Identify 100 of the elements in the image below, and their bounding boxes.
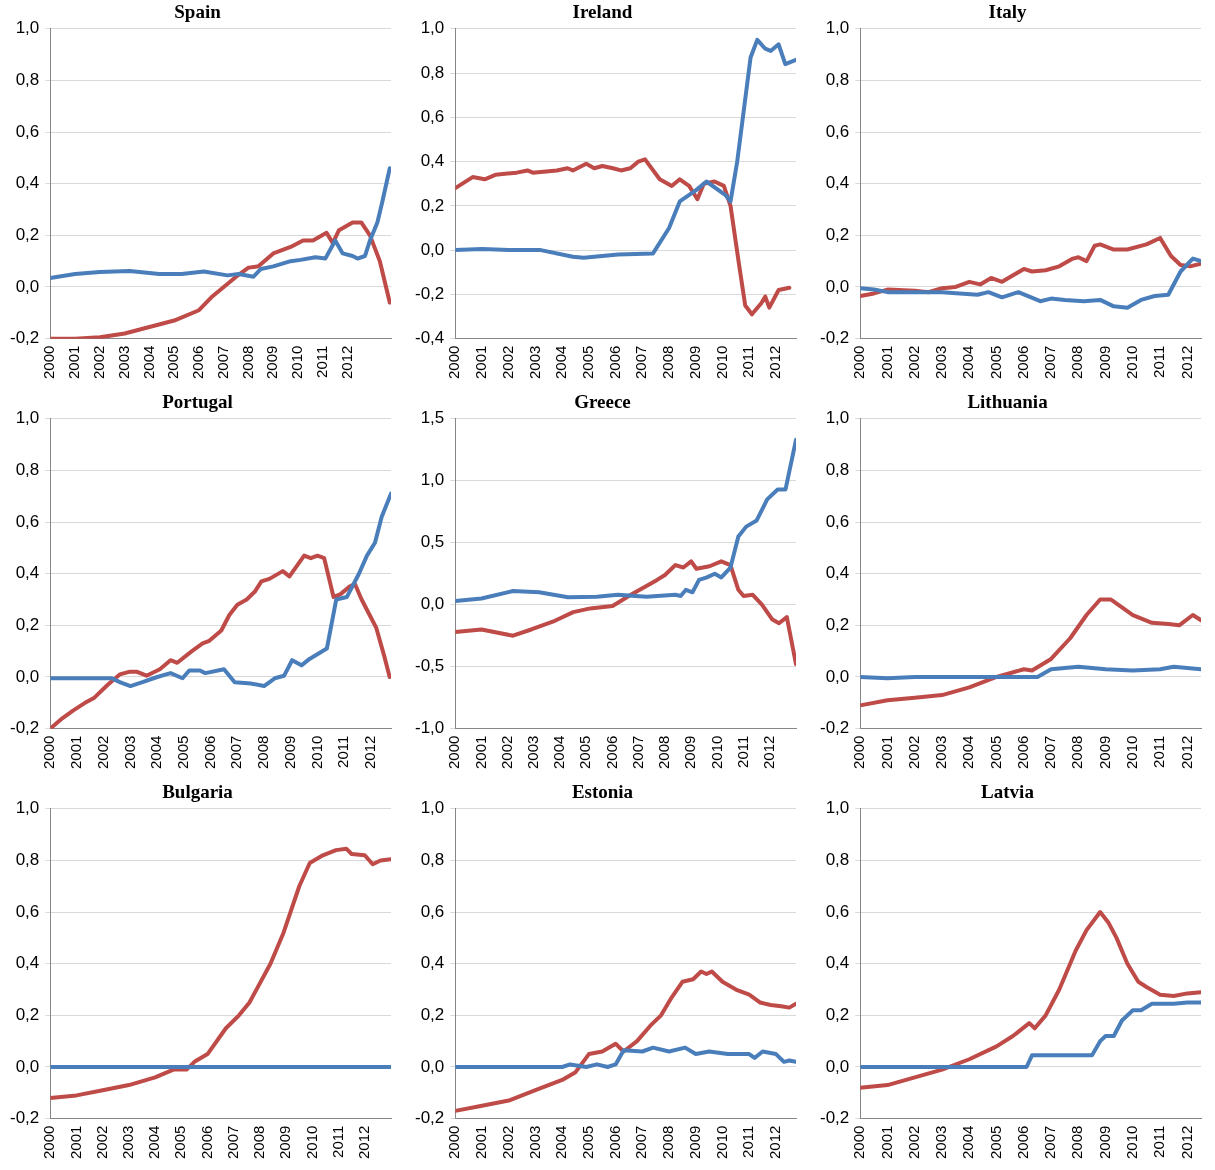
x-tick-label: 2008	[1068, 735, 1086, 770]
x-tick-label: 2000	[445, 345, 463, 380]
x-tick-label: 2001	[877, 735, 895, 770]
x-tick-label: 2004	[552, 1125, 570, 1160]
x-tick-label: 2011	[313, 345, 330, 378]
y-tick-label: 0,8	[825, 460, 850, 480]
x-tick-label: 2010	[288, 345, 306, 380]
x-tick-label: 2000	[445, 1125, 463, 1160]
x-tick-label: 2004	[552, 345, 570, 380]
x-tick-label: 2002	[93, 735, 111, 770]
chart-title: Lithuania	[967, 391, 1049, 413]
y-tick-label: -1,0	[415, 718, 445, 738]
y-tick-label: 0,6	[825, 901, 850, 921]
y-tick-label: 0,4	[15, 173, 40, 193]
chart-title: Italy	[988, 1, 1027, 23]
x-tick-label: 2005	[174, 735, 192, 770]
x-tick-label: 2001	[877, 1125, 895, 1160]
x-tick-label: 2003	[932, 1125, 950, 1160]
y-tick-label: -0,2	[820, 718, 850, 738]
y-tick-label: 1,0	[15, 18, 40, 38]
x-tick-label: 2012	[759, 735, 777, 770]
chart-title: Ireland	[572, 1, 633, 23]
y-tick-label: 0,4	[15, 953, 40, 973]
x-tick-label: 2004	[147, 735, 165, 770]
x-tick-label: 2011	[1150, 1125, 1168, 1158]
y-tick-label: 0,6	[15, 901, 40, 921]
x-tick-label: 2003	[119, 1125, 137, 1160]
x-tick-label: 2001	[67, 735, 85, 770]
x-tick-label: 2002	[498, 345, 516, 380]
y-tick-label: 0,4	[825, 173, 850, 193]
x-tick-label: 2005	[986, 345, 1004, 380]
y-tick-label: 0,6	[825, 121, 850, 141]
x-tick-label: 2003	[525, 1125, 543, 1160]
x-tick-label: 2012	[766, 1125, 784, 1160]
x-tick-label: 2012	[766, 345, 784, 380]
y-tick-label: 0,2	[15, 225, 40, 245]
x-tick-label: 2003	[525, 345, 543, 380]
x-tick-label: 2012	[1177, 345, 1195, 380]
y-tick-label: 0,8	[15, 460, 40, 480]
x-tick-label: 2002	[904, 735, 922, 770]
x-tick-label: 2010	[712, 345, 730, 380]
chart-title: Estonia	[571, 781, 634, 803]
y-tick-label: 0,6	[420, 107, 445, 127]
y-tick-label: 0,8	[15, 70, 40, 90]
y-tick-label: 0,0	[15, 1056, 40, 1076]
x-tick-label: 2000	[850, 1125, 868, 1160]
x-tick-label: 2004	[959, 1125, 977, 1160]
x-tick-label: 2008	[1068, 1125, 1086, 1160]
x-tick-label: 2012	[1177, 735, 1195, 770]
x-tick-label: 2007	[223, 1125, 241, 1160]
y-tick-label: 0,6	[825, 511, 850, 531]
y-tick-label: 0,2	[420, 195, 445, 215]
x-tick-label: 2006	[605, 1125, 623, 1160]
x-tick-label: 2005	[579, 345, 597, 380]
chart-title: Portugal	[162, 391, 233, 413]
y-tick-label: 0,0	[15, 276, 40, 296]
x-tick-label: 2008	[659, 345, 677, 380]
x-tick-label: 2012	[337, 345, 355, 380]
x-tick-label: 2008	[238, 345, 256, 380]
y-tick-label: 1,0	[15, 798, 40, 818]
x-tick-label: 2007	[1041, 735, 1059, 770]
x-tick-label: 2008	[1068, 345, 1086, 380]
y-tick-label: 1,0	[825, 408, 850, 428]
x-tick-label: 2009	[276, 1125, 294, 1160]
y-tick-label: 0,2	[15, 615, 40, 635]
x-tick-label: 2005	[164, 345, 182, 380]
x-tick-label: 2002	[498, 1125, 516, 1160]
x-tick-label: 2001	[65, 345, 83, 380]
y-tick-label: 1,0	[825, 798, 850, 818]
x-tick-label: 2008	[659, 1125, 677, 1160]
x-tick-label: 2012	[1177, 1125, 1195, 1160]
x-tick-label: 2003	[932, 345, 950, 380]
x-tick-label: 2003	[120, 735, 138, 770]
x-tick-label: 2009	[1095, 1125, 1113, 1160]
y-tick-label: 0,4	[15, 563, 40, 583]
x-tick-label: 2006	[200, 735, 218, 770]
y-tick-label: 0,5	[420, 532, 445, 552]
x-tick-label: 2011	[1150, 345, 1168, 378]
y-tick-label: 0,8	[825, 70, 850, 90]
x-tick-label: 2001	[66, 1125, 84, 1160]
x-tick-label: 2005	[986, 735, 1004, 770]
y-tick-label: -0,5	[415, 656, 445, 676]
y-tick-label: 0,0	[15, 666, 40, 686]
y-tick-label: -0,2	[10, 718, 40, 738]
x-tick-label: 2008	[254, 735, 272, 770]
y-tick-label: -0,2	[10, 1108, 40, 1128]
x-tick-label: 2001	[472, 1125, 490, 1160]
y-tick-label: 1,0	[420, 470, 445, 490]
x-tick-label: 2005	[579, 1125, 597, 1160]
x-tick-label: 2011	[1150, 735, 1168, 768]
x-tick-label: 2010	[302, 1125, 320, 1160]
x-tick-label: 2007	[628, 735, 646, 770]
x-tick-label: 2010	[1123, 345, 1140, 380]
x-tick-label: 2011	[739, 1125, 757, 1158]
x-tick-label: 2007	[632, 345, 650, 380]
x-tick-label: 2000	[40, 345, 58, 380]
y-tick-label: 1,0	[825, 18, 850, 38]
x-tick-label: 2005	[576, 735, 594, 770]
y-tick-label: 0,2	[825, 615, 850, 635]
y-tick-label: 0,2	[15, 1005, 40, 1025]
